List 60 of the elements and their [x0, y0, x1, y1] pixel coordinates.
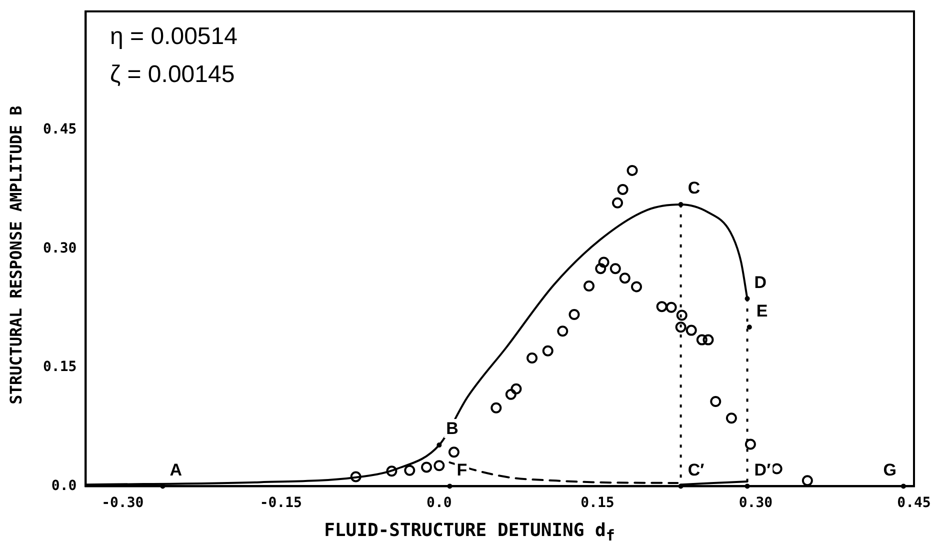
point: [744, 438, 756, 450]
point: [584, 280, 595, 292]
point: [448, 446, 460, 458]
point: [434, 460, 445, 472]
point: [631, 281, 642, 292]
annotation: ζ = 0.00145: [110, 60, 236, 90]
point: [617, 184, 628, 195]
point: [696, 334, 708, 346]
point: [612, 197, 624, 208]
point: [686, 324, 697, 336]
annotation: A: [170, 460, 182, 480]
x-tick-label: -0.30: [102, 495, 144, 512]
annotation: C′: [688, 460, 704, 480]
point: [676, 310, 688, 321]
point: [542, 345, 554, 356]
annotation: E: [756, 301, 768, 320]
annotation: C: [688, 178, 700, 198]
point: [436, 442, 442, 448]
point: [386, 466, 398, 477]
y-axis-title: STRUCTURAL RESPONSE AMPLITUDE B: [6, 106, 26, 404]
point: [505, 388, 516, 400]
point: [619, 272, 630, 284]
point: [675, 322, 686, 333]
x-tick-label: 0.30: [738, 495, 773, 512]
point: [771, 463, 782, 474]
annotation: D′: [754, 460, 771, 480]
x-tick-label: 0.15: [580, 495, 614, 512]
point: [421, 462, 432, 473]
x-tick-label: -0.15: [260, 495, 302, 512]
point: [710, 396, 722, 408]
annotation: η = 0.00514: [110, 22, 238, 52]
point: [802, 475, 813, 486]
point: [350, 471, 362, 482]
point: [526, 352, 538, 364]
x-tick-label: 0.45: [897, 495, 931, 512]
y-tick-label: 0.30: [42, 240, 77, 256]
point: [726, 412, 737, 424]
annotation: D: [754, 272, 767, 292]
point: [678, 202, 684, 207]
x-axis-title: FLUID-STRUCTURE DETUNING d$_{f}$: [323, 520, 616, 545]
annotation: B: [446, 419, 458, 438]
point: [626, 164, 638, 176]
point: [404, 464, 416, 476]
point: [610, 263, 621, 274]
point: [744, 296, 750, 302]
annotation: G: [883, 460, 896, 480]
point: [702, 334, 714, 346]
point: [666, 302, 677, 313]
point: [598, 256, 610, 268]
point: [557, 326, 568, 337]
point: [656, 301, 668, 312]
y-tick-label: 0.45: [42, 122, 77, 138]
point: [568, 308, 580, 320]
y-tick-label: 0.15: [42, 359, 77, 376]
point: [510, 383, 522, 394]
annotation: F: [456, 460, 468, 480]
point: [595, 263, 606, 274]
y-tick-label: 0.0: [51, 478, 77, 494]
point: [490, 402, 502, 414]
x-tick-label: 0.0: [426, 495, 452, 512]
